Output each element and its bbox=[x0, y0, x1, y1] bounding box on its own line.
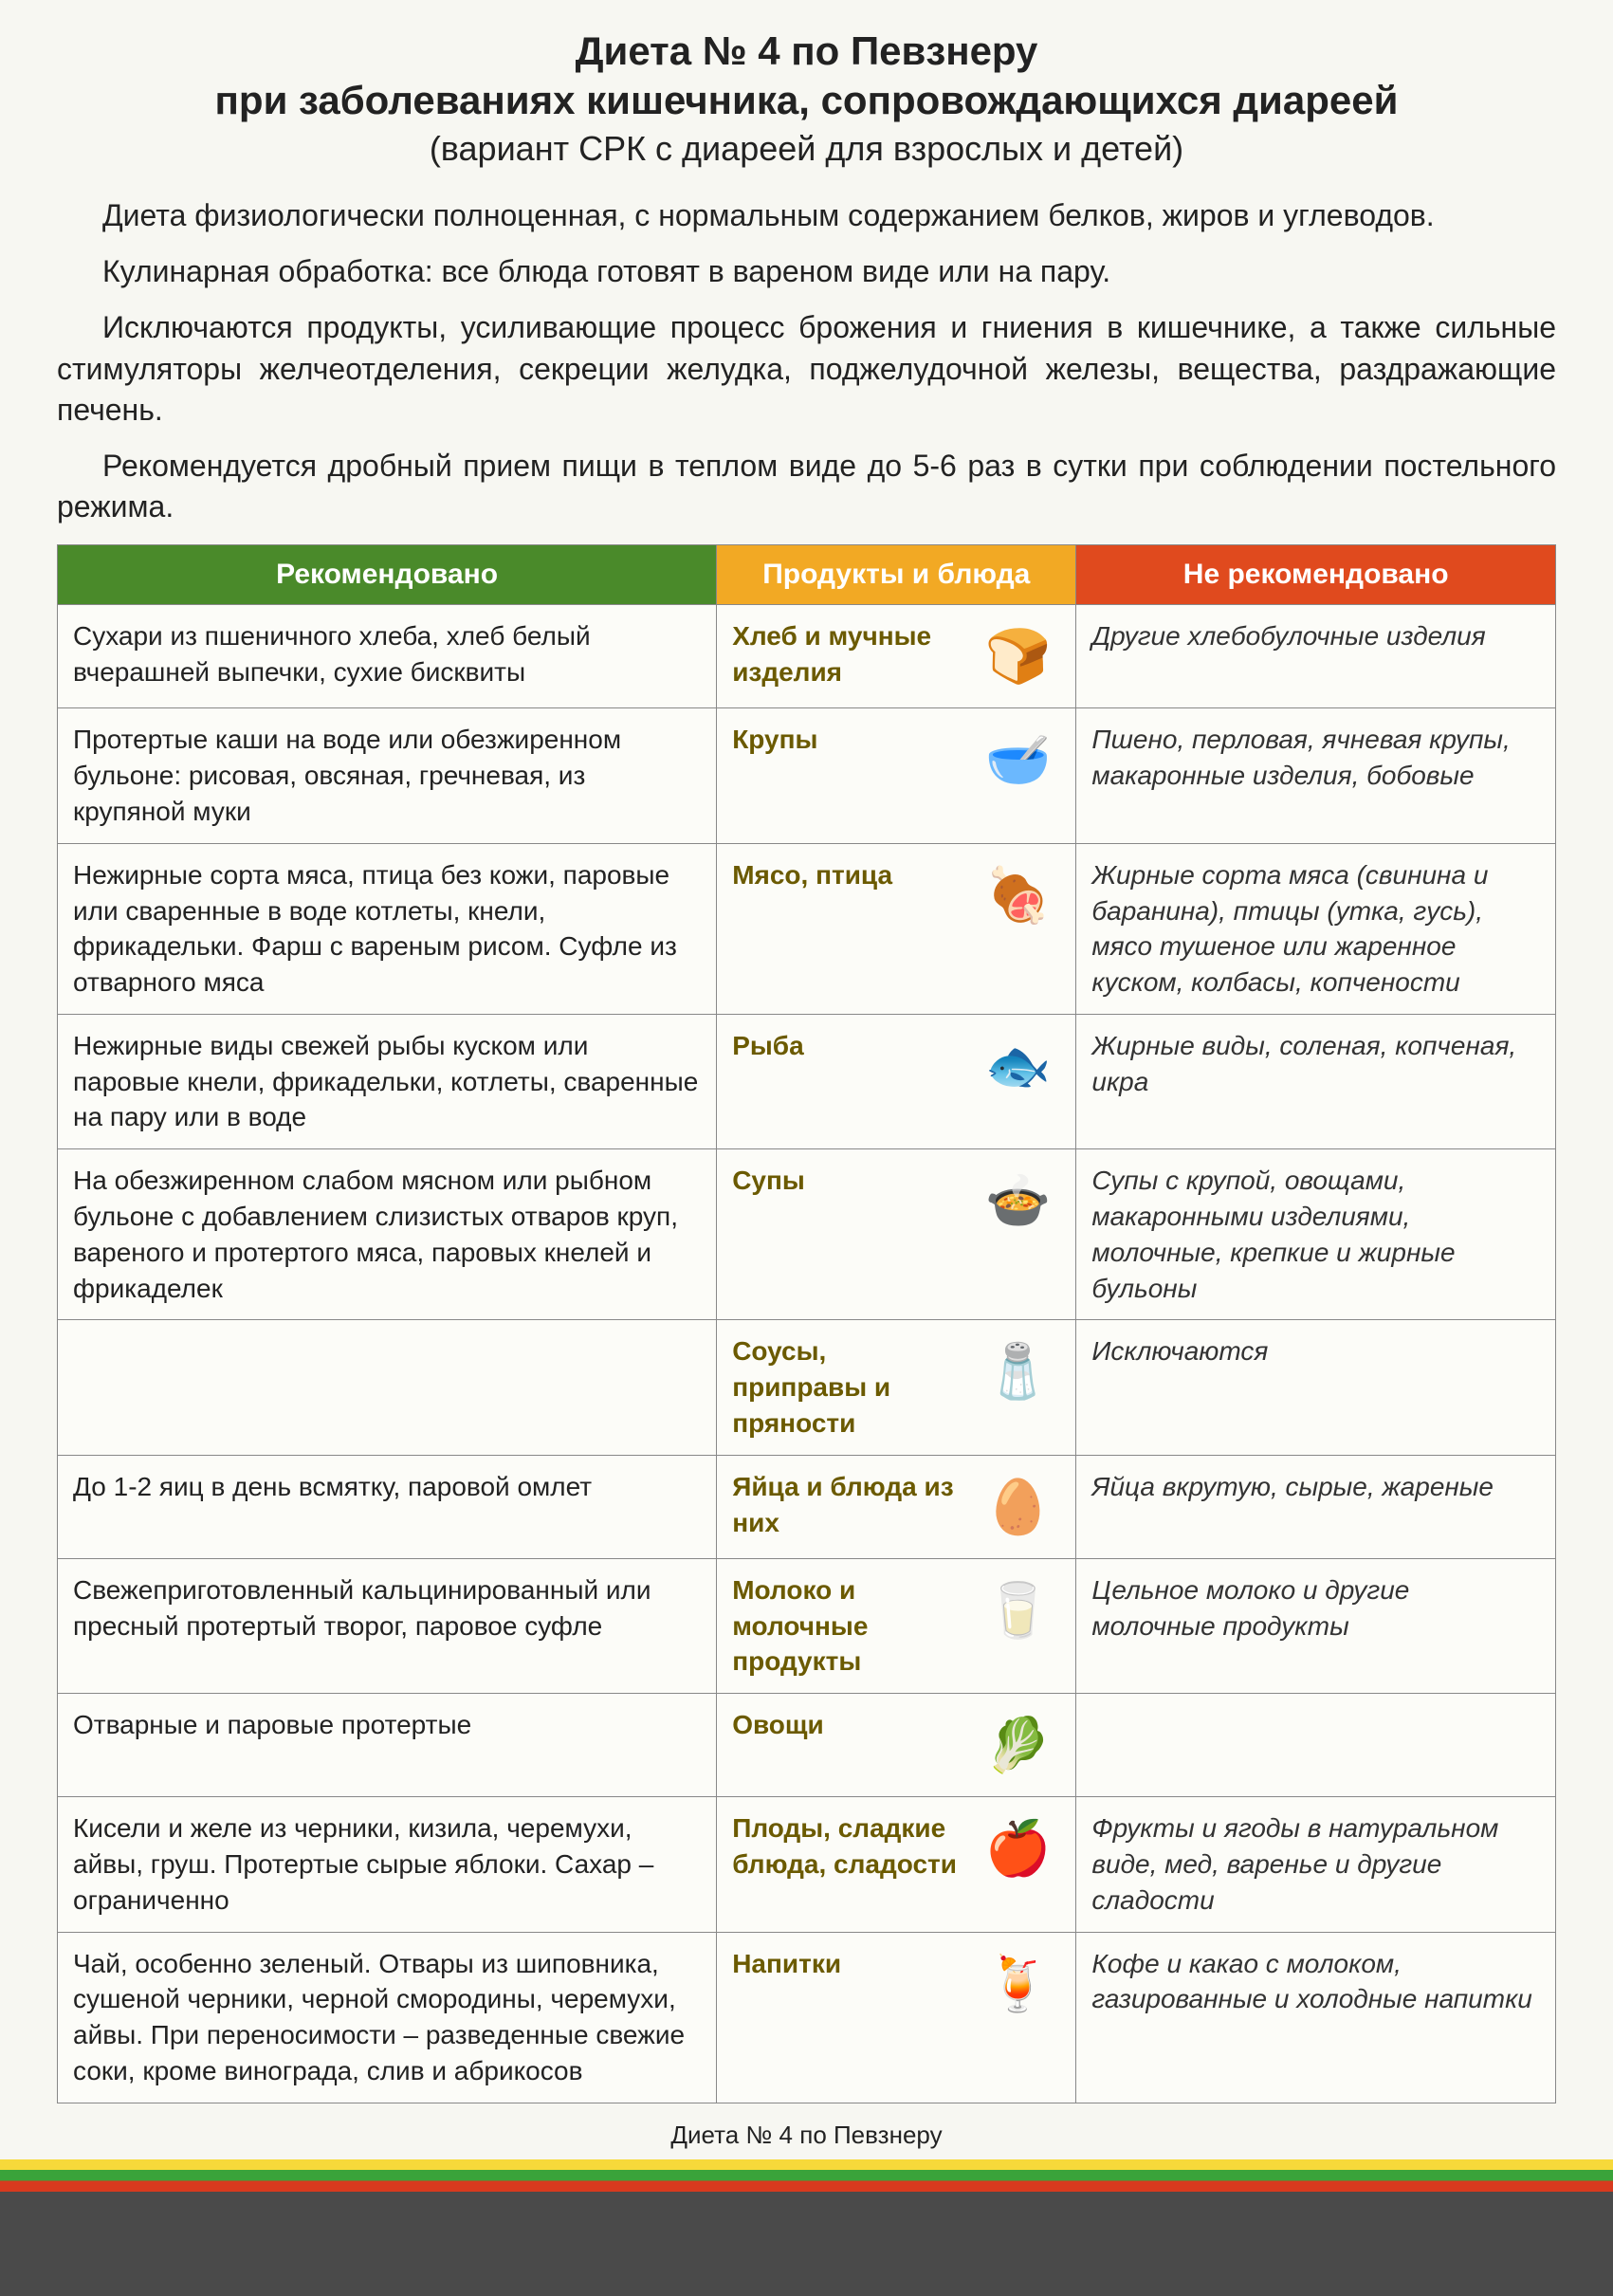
cell-not-recommended: Исключаются bbox=[1076, 1320, 1556, 1455]
category-icon: 🧂 bbox=[975, 1333, 1060, 1409]
category-icon: 🍹 bbox=[975, 1946, 1060, 2022]
cell-recommended: Отварные и паровые протертые bbox=[58, 1694, 717, 1797]
intro-paragraph: Рекомендуется дробный прием пищи в тепло… bbox=[57, 446, 1556, 527]
cell-not-recommended bbox=[1076, 1694, 1556, 1797]
page: Диета № 4 по Певзнеру при заболеваниях к… bbox=[0, 0, 1613, 2296]
cell-category: Напитки 🍹 bbox=[717, 1932, 1076, 2103]
cell-recommended: Кисели и желе из черники, кизила, черему… bbox=[58, 1797, 717, 1932]
cell-recommended: Свежеприготовленный кальцинированный или… bbox=[58, 1558, 717, 1693]
title-line-1: Диета № 4 по Певзнеру bbox=[57, 28, 1556, 74]
footer-bar bbox=[0, 2192, 1613, 2296]
table-row: Нежирные сорта мяса, птица без кожи, пар… bbox=[58, 843, 1556, 1014]
cell-category: Соусы, приправы и пряности🧂 bbox=[717, 1320, 1076, 1455]
category-label: Напитки bbox=[732, 1946, 963, 1982]
footer-stripe bbox=[0, 2159, 1613, 2192]
cell-recommended: Нежирные сорта мяса, птица без кожи, пар… bbox=[58, 843, 717, 1014]
footer-label: Диета № 4 по Певзнеру bbox=[57, 2121, 1556, 2150]
category-label: Молоко и молочные продукты bbox=[732, 1572, 963, 1680]
category-icon: 🥚 bbox=[975, 1469, 1060, 1545]
cell-recommended: На обезжиренном слабом мясном или рыбном… bbox=[58, 1149, 717, 1320]
cell-not-recommended: Другие хлебобулочные изделия bbox=[1076, 605, 1556, 708]
cell-not-recommended: Яйца вкрутую, сырые, жареные bbox=[1076, 1455, 1556, 1558]
category-label: Соусы, приправы и пряности bbox=[732, 1333, 963, 1441]
category-label: Супы bbox=[732, 1163, 963, 1199]
table-row: На обезжиренном слабом мясном или рыбном… bbox=[58, 1149, 1556, 1320]
cell-category: Мясо, птица 🍖 bbox=[717, 843, 1076, 1014]
title-line-2: при заболеваниях кишечника, сопровождающ… bbox=[57, 78, 1556, 123]
cell-category: Супы 🍲 bbox=[717, 1149, 1076, 1320]
category-icon: 🍎 bbox=[975, 1810, 1060, 1886]
cell-recommended: Чай, особенно зеленый. Отвары из шиповни… bbox=[58, 1932, 717, 2103]
table-row: Отварные и паровые протертые Овощи 🥬 bbox=[58, 1694, 1556, 1797]
cell-not-recommended: Кофе и какао с молоком, газированные и х… bbox=[1076, 1932, 1556, 2103]
cell-not-recommended: Пшено, перловая, ячневая крупы, макаронн… bbox=[1076, 708, 1556, 843]
cell-category: Крупы 🥣 bbox=[717, 708, 1076, 843]
cell-category: Овощи 🥬 bbox=[717, 1694, 1076, 1797]
intro-block: Диета физиологически полноценная, с норм… bbox=[57, 195, 1556, 527]
table-row: Протертые каши на воде или обезжиренном … bbox=[58, 708, 1556, 843]
category-label: Рыба bbox=[732, 1028, 963, 1064]
table-row: Соусы, приправы и пряности🧂Исключаются bbox=[58, 1320, 1556, 1455]
cell-recommended: Протертые каши на воде или обезжиренном … bbox=[58, 708, 717, 843]
diet-table: Рекомендовано Продукты и блюда Не рекоме… bbox=[57, 544, 1556, 2103]
cell-not-recommended: Жирные виды, соленая, копченая, икра bbox=[1076, 1014, 1556, 1148]
table-row: Свежеприготовленный кальцинированный или… bbox=[58, 1558, 1556, 1693]
intro-paragraph: Кулинарная обработка: все блюда готовят … bbox=[57, 251, 1556, 292]
table-row: Кисели и желе из черники, кизила, черему… bbox=[58, 1797, 1556, 1932]
category-label: Овощи bbox=[732, 1707, 963, 1743]
intro-paragraph: Исключаются продукты, усиливающие процес… bbox=[57, 307, 1556, 431]
cell-not-recommended: Супы с крупой, овощами, макаронными изде… bbox=[1076, 1149, 1556, 1320]
category-icon: 🥣 bbox=[975, 722, 1060, 798]
category-icon: 🐟 bbox=[975, 1028, 1060, 1104]
category-icon: 🥬 bbox=[975, 1707, 1060, 1783]
table-row: Нежирные виды свежей рыбы куском или пар… bbox=[58, 1014, 1556, 1148]
category-label: Плоды, сладкие блюда, сладости bbox=[732, 1810, 963, 1883]
cell-recommended: До 1-2 яиц в день всмятку, паровой омлет bbox=[58, 1455, 717, 1558]
table-row: Чай, особенно зеленый. Отвары из шиповни… bbox=[58, 1932, 1556, 2103]
table-row: До 1-2 яиц в день всмятку, паровой омлет… bbox=[58, 1455, 1556, 1558]
subcaption: (вариант СРК с диареей для взрослых и де… bbox=[57, 129, 1556, 169]
category-label: Хлеб и мучные изделия bbox=[732, 618, 963, 690]
cell-recommended: Сухари из пшеничного хлеба, хлеб белый в… bbox=[58, 605, 717, 708]
cell-not-recommended: Фрукты и ягоды в натуральном виде, мед, … bbox=[1076, 1797, 1556, 1932]
category-label: Крупы bbox=[732, 722, 963, 758]
cell-category: Молоко и молочные продукты🥛 bbox=[717, 1558, 1076, 1693]
category-icon: 🍖 bbox=[975, 857, 1060, 933]
cell-not-recommended: Цельное молоко и другие молочные продукт… bbox=[1076, 1558, 1556, 1693]
cell-not-recommended: Жирные сорта мяса (свинина и баранина), … bbox=[1076, 843, 1556, 1014]
intro-paragraph: Диета физиологически полноценная, с норм… bbox=[57, 195, 1556, 236]
category-label: Яйца и блюда из них bbox=[732, 1469, 963, 1541]
cell-recommended: Нежирные виды свежей рыбы куском или пар… bbox=[58, 1014, 717, 1148]
cell-category: Рыба 🐟 bbox=[717, 1014, 1076, 1148]
header-category: Продукты и блюда bbox=[717, 545, 1076, 605]
header-not-recommended: Не рекомендовано bbox=[1076, 545, 1556, 605]
cell-category: Плоды, сладкие блюда, сладости🍎 bbox=[717, 1797, 1076, 1932]
category-icon: 🥛 bbox=[975, 1572, 1060, 1648]
table-row: Сухари из пшеничного хлеба, хлеб белый в… bbox=[58, 605, 1556, 708]
cell-category: Яйца и блюда из них🥚 bbox=[717, 1455, 1076, 1558]
table-header-row: Рекомендовано Продукты и блюда Не рекоме… bbox=[58, 545, 1556, 605]
cell-category: Хлеб и мучные изделия🍞 bbox=[717, 605, 1076, 708]
cell-recommended bbox=[58, 1320, 717, 1455]
category-icon: 🍲 bbox=[975, 1163, 1060, 1239]
category-label: Мясо, птица bbox=[732, 857, 963, 893]
category-icon: 🍞 bbox=[975, 618, 1060, 694]
header-recommended: Рекомендовано bbox=[58, 545, 717, 605]
